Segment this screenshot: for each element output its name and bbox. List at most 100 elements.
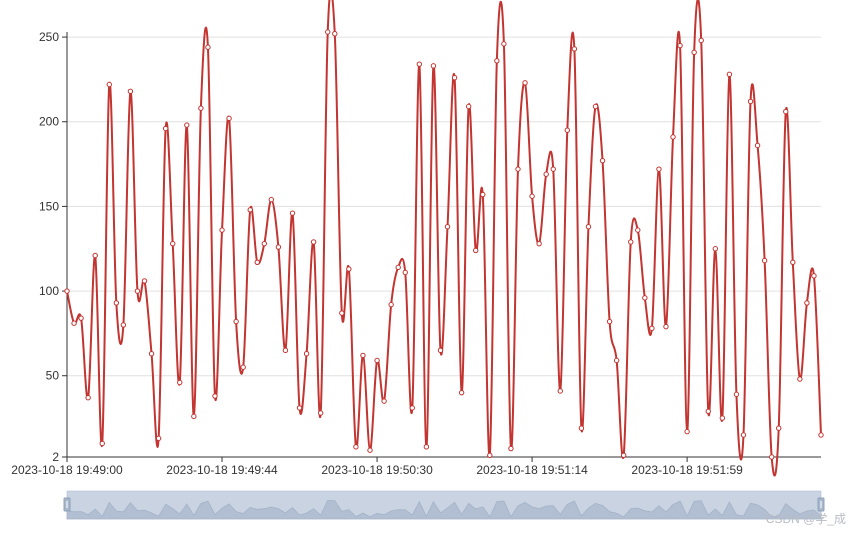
data-point (663, 323, 669, 330)
data-point (219, 227, 225, 233)
y-tick-label: 100 (39, 284, 59, 298)
data-point (240, 364, 246, 370)
data-point (642, 295, 648, 301)
data-point (310, 239, 317, 245)
data-point (261, 240, 268, 247)
data-point (191, 413, 197, 420)
x-tick-label: 2023-10-18 19:51:59 (631, 463, 743, 477)
data-point (783, 108, 789, 115)
data-point (712, 246, 718, 252)
data-point (740, 432, 747, 438)
data-point (296, 405, 303, 411)
zoom-preview-area (66, 500, 822, 520)
data-point (620, 452, 627, 459)
data-point (606, 318, 613, 325)
series-line-path (66, 0, 822, 477)
data-point (571, 46, 578, 52)
data-point (71, 320, 77, 326)
data-point (381, 398, 387, 404)
data-point (761, 257, 768, 264)
y-tick-label: 150 (39, 199, 59, 213)
data-point (346, 266, 352, 272)
data-point (480, 191, 486, 198)
y-tick-label: 2 (52, 450, 59, 464)
data-point (198, 105, 204, 111)
data-point (473, 247, 479, 254)
data-point (592, 103, 599, 110)
data-point (325, 29, 331, 35)
data-point (134, 288, 141, 294)
data-points (64, 29, 824, 460)
data-point (155, 435, 162, 442)
data-point (268, 196, 275, 203)
data-point (564, 127, 571, 133)
data-point (628, 239, 634, 245)
data-point (811, 273, 817, 279)
data-point (613, 357, 620, 364)
data-point (430, 63, 437, 69)
data-point (487, 452, 493, 459)
data-point (106, 81, 112, 88)
y-tick-label: 250 (39, 30, 59, 44)
data-point (494, 58, 500, 64)
data-point (804, 300, 810, 306)
data-point (465, 103, 472, 110)
data-point (64, 288, 70, 294)
data-point (529, 193, 535, 199)
zoom-window[interactable] (67, 491, 821, 519)
data-point (127, 88, 134, 94)
data-point (177, 379, 183, 386)
data-point (226, 115, 232, 122)
data-point (691, 49, 697, 56)
data-point (353, 444, 359, 450)
data-point (501, 41, 507, 47)
data-point (670, 134, 676, 140)
data-point (585, 224, 592, 230)
data-point (776, 425, 782, 431)
data-point (212, 393, 218, 399)
data-point (120, 322, 127, 328)
x-tick-label: 2023-10-18 19:49:44 (166, 463, 278, 477)
data-point (635, 227, 641, 233)
data-point (536, 240, 542, 247)
data-point (99, 440, 105, 447)
data-point (515, 166, 521, 172)
data-point (684, 428, 690, 435)
data-point (508, 445, 514, 452)
data-point (677, 42, 683, 49)
data-point (233, 318, 239, 325)
data-point (78, 315, 84, 321)
data-zoom-slider[interactable] (63, 490, 825, 520)
y-tick-label: 200 (39, 115, 59, 129)
grid-lines (67, 36, 821, 377)
data-point (578, 425, 585, 431)
data-point (698, 37, 704, 44)
data-point (303, 351, 310, 357)
data-point (649, 325, 655, 332)
data-point (451, 75, 458, 81)
data-point (444, 224, 451, 230)
data-point (148, 351, 155, 357)
data-point (790, 259, 796, 265)
data-point (458, 389, 465, 396)
data-point (339, 310, 345, 316)
data-point (395, 264, 401, 271)
data-point (747, 98, 754, 105)
x-tick-label: 2023-10-18 19:50:30 (321, 463, 433, 477)
data-point (374, 357, 380, 364)
data-point (162, 125, 169, 132)
data-point (522, 80, 528, 86)
data-point (726, 71, 733, 78)
data-point (557, 388, 563, 394)
data-point (141, 278, 148, 284)
data-point (437, 347, 444, 354)
axes (62, 32, 821, 462)
data-point (205, 44, 211, 50)
data-point (754, 142, 761, 149)
data-point (388, 301, 394, 308)
data-point (317, 410, 324, 416)
data-point (247, 207, 253, 213)
data-point (402, 269, 408, 276)
